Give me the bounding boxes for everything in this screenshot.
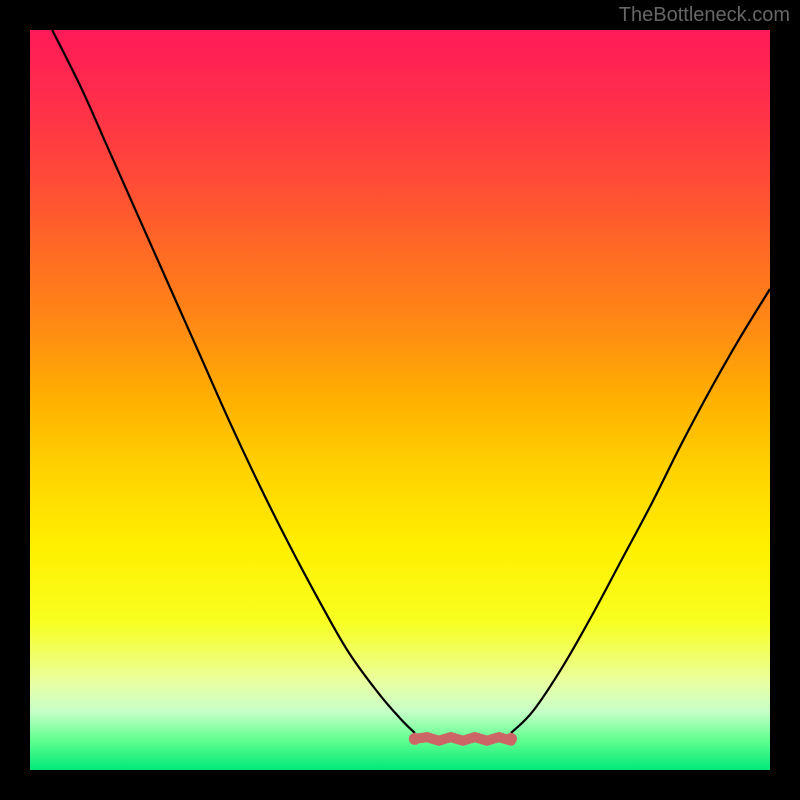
curve-left-branch xyxy=(52,30,415,733)
bottleneck-curve xyxy=(30,30,770,770)
curve-right-branch xyxy=(511,289,770,733)
curve-flat-segment xyxy=(415,737,511,741)
flat-segment-left-cap xyxy=(409,733,421,745)
flat-segment-right-cap xyxy=(505,733,517,745)
watermark-text: TheBottleneck.com xyxy=(619,4,790,27)
plot-area xyxy=(30,30,770,770)
